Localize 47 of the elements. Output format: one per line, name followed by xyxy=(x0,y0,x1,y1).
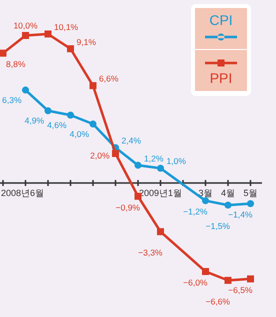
point xyxy=(224,276,232,284)
legend-label: PPI xyxy=(210,70,232,86)
data-label: −1,5% xyxy=(206,221,230,232)
legend: CPI PPI xyxy=(191,4,251,96)
point xyxy=(22,32,29,39)
data-label: 1,0% xyxy=(166,156,186,166)
x-tick-label: 2008년6월 xyxy=(1,188,44,198)
data-label: 10,0% xyxy=(13,20,38,30)
point xyxy=(112,150,119,157)
data-label: 4,9% xyxy=(24,116,44,126)
data-label: 10,1% xyxy=(54,22,79,32)
data-label: 4,0% xyxy=(70,128,90,139)
point xyxy=(0,50,6,57)
data-label: 9,1% xyxy=(76,36,96,47)
x-tick-label: 4월 xyxy=(220,188,236,198)
data-label: 6,3% xyxy=(2,95,22,106)
data-label: 8,8% xyxy=(6,59,26,70)
point xyxy=(247,275,254,282)
point xyxy=(90,120,96,128)
x-tick-label: 2009년1월 xyxy=(138,188,182,198)
point xyxy=(44,107,52,114)
x-tick-label: 5월 xyxy=(243,188,258,198)
point xyxy=(224,202,232,209)
data-label: 2,0% xyxy=(90,150,110,160)
point xyxy=(22,86,29,94)
point xyxy=(90,82,96,90)
data-label: 6,6% xyxy=(99,74,119,84)
data-label: −0,9% xyxy=(116,202,140,212)
data-label: −6,6% xyxy=(206,296,230,306)
point xyxy=(67,45,74,52)
data-label: −6,5% xyxy=(228,284,253,295)
point xyxy=(67,112,74,119)
data-label: 2,4% xyxy=(122,136,142,146)
point xyxy=(247,200,254,208)
point xyxy=(202,268,209,276)
x-tick-label: 3월 xyxy=(198,188,213,198)
point xyxy=(134,162,142,169)
point xyxy=(202,197,209,204)
point xyxy=(157,164,164,172)
point xyxy=(157,228,164,236)
data-label: 4,6% xyxy=(47,120,67,130)
data-label: −6,0% xyxy=(183,278,208,288)
data-label: −1,4% xyxy=(228,210,253,220)
data-label: −1,2% xyxy=(183,206,208,217)
point xyxy=(44,30,52,38)
data-label: −3,3% xyxy=(138,248,163,258)
data-label: 1,2% xyxy=(144,153,164,164)
